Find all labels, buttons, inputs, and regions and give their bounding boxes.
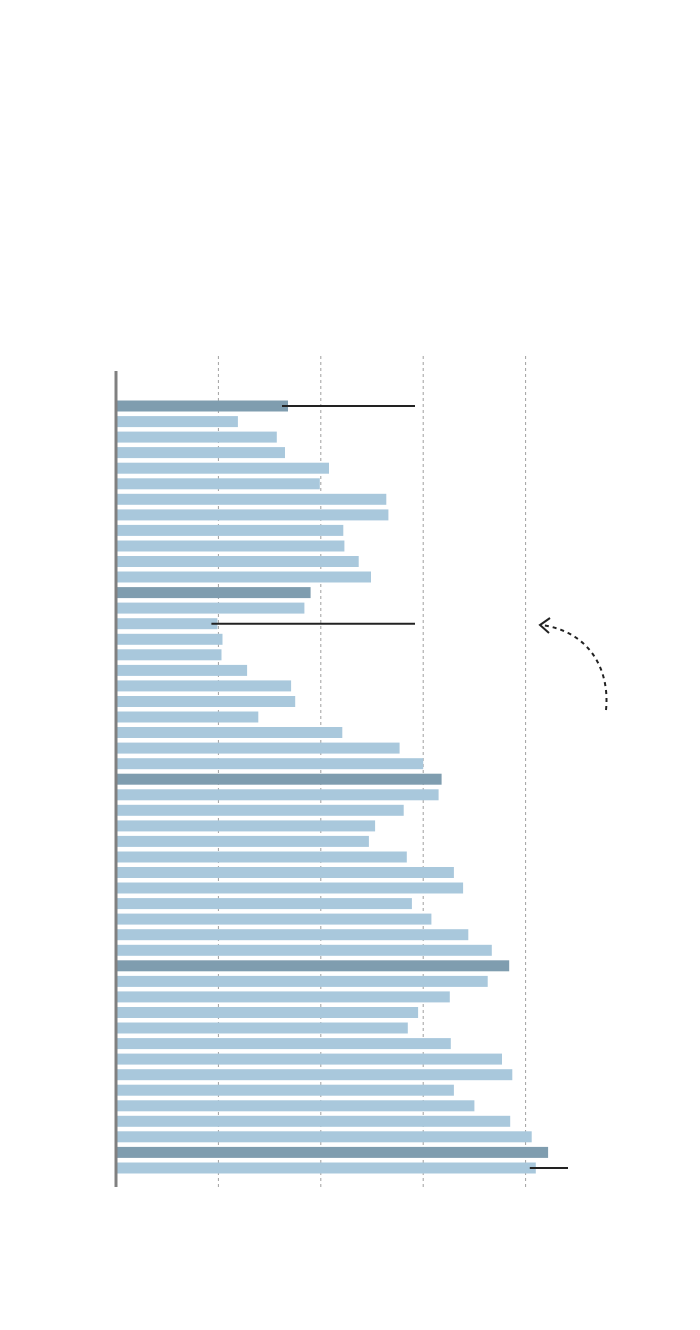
bar [116, 524, 344, 536]
bar [116, 633, 223, 645]
bar [116, 1038, 451, 1050]
bar [116, 742, 400, 754]
bar [116, 975, 488, 987]
bar [116, 664, 248, 676]
bar-highlight [116, 587, 311, 599]
bar [116, 789, 439, 801]
callout-arrow-curve [541, 624, 608, 711]
bar-highlight [116, 1146, 549, 1158]
bar [116, 680, 292, 692]
bar [116, 1022, 408, 1034]
bar [116, 991, 450, 1003]
bar [116, 851, 407, 863]
bar [116, 1100, 475, 1112]
bar [116, 727, 343, 738]
bar [116, 898, 412, 910]
bar [116, 416, 238, 428]
bar [116, 493, 387, 505]
bar [116, 447, 285, 459]
bar-highlight [116, 773, 442, 785]
bar [116, 820, 376, 832]
bar [116, 649, 222, 661]
bar [116, 867, 454, 878]
bar [116, 431, 277, 443]
bar [116, 1115, 511, 1127]
bar [116, 696, 296, 707]
callout-arrow-icon [538, 617, 608, 711]
bar [116, 1053, 502, 1065]
bar [116, 804, 404, 816]
bar [116, 556, 359, 567]
bar [116, 1084, 454, 1096]
bar [116, 913, 432, 925]
bar [116, 1131, 532, 1143]
bar-highlight [116, 400, 288, 412]
bar [116, 711, 259, 723]
bar [116, 571, 371, 583]
bar [116, 1007, 419, 1018]
bar [116, 618, 218, 630]
bar [116, 509, 389, 521]
bars [116, 400, 549, 1174]
bar [116, 758, 424, 770]
callout-arrow-head [538, 617, 551, 634]
bar [116, 540, 345, 552]
bar [116, 882, 464, 894]
bar [116, 478, 320, 490]
bar [116, 462, 329, 474]
bar [116, 835, 369, 847]
bar [116, 929, 469, 941]
bar-highlight [116, 960, 510, 972]
annotation-leaders [211, 405, 568, 1169]
bar [116, 1069, 513, 1081]
bar [116, 602, 305, 614]
bar [116, 1162, 536, 1174]
bar [116, 944, 492, 956]
